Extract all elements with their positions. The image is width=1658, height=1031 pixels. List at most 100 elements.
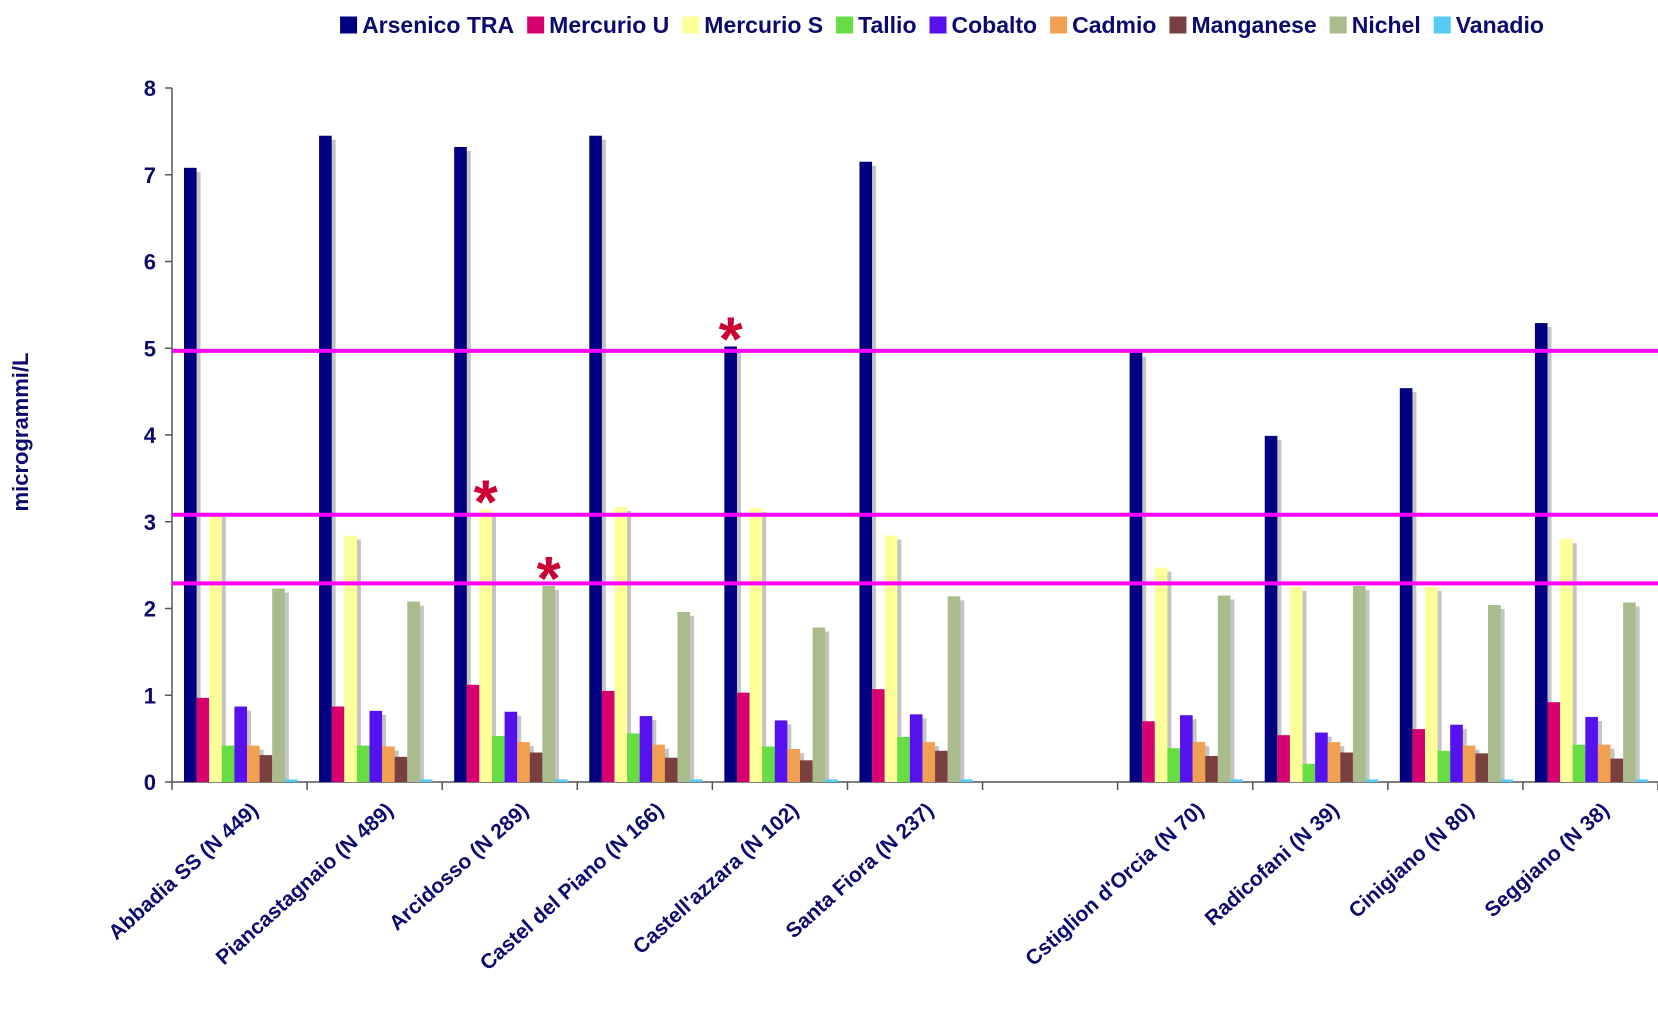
bar [272,588,285,782]
significance-asterisk: * [719,306,744,375]
bar [1623,602,1636,782]
bar [960,779,973,782]
bar [1547,702,1561,782]
x-tick-label: Seggiano (N 38) [1480,799,1613,922]
bar [1352,585,1366,782]
bar [639,716,653,782]
bar [859,161,873,783]
legend-item: Cobalto [929,12,1038,38]
legend-swatch [836,16,854,34]
bar [331,706,345,782]
bar [1264,435,1278,782]
x-tick-label: Santa Fiora (N 237) [782,799,939,943]
bar [1289,586,1303,782]
reference-lines [172,348,1658,586]
bar [504,711,518,782]
bar [517,742,530,782]
x-tick-label: Cstiglion d'Orcia (N 70) [1021,799,1208,971]
bar [529,752,543,782]
bar [1560,539,1573,782]
bar [1572,744,1586,782]
y-tick-label: 8 [144,76,156,101]
bar [922,742,936,782]
bar [407,601,420,782]
legend-label: Mercurio U [549,12,669,38]
bar [589,135,602,782]
bar [382,746,395,782]
bar [1635,779,1649,782]
legend-item: Nichel [1329,12,1421,38]
legend-swatch [1050,16,1068,34]
legend-swatch [929,16,947,34]
legend-label: Cobalto [952,12,1038,38]
bar [356,745,370,782]
bar [749,507,763,782]
y-tick-label: 7 [144,163,156,188]
bar [369,710,383,782]
bar [677,611,691,782]
legend-label: Mercurio S [704,12,823,38]
bar [1154,567,1168,782]
bar [872,689,885,782]
legend-item: Vanadio [1433,12,1544,38]
bar [1302,763,1316,782]
bar [454,146,467,783]
bar [1412,729,1426,782]
bar [234,706,247,782]
bar [947,596,961,782]
y-axis-label: microgrammi/L [8,353,33,512]
x-tick-label: Arcidosso (N 289) [385,799,533,936]
bar [419,779,433,782]
bar [627,733,640,782]
annotations: * * * [474,306,744,614]
legend-item: Manganese [1169,12,1317,38]
y-tick-label: 1 [144,683,156,708]
x-tick-label: Abbadia SS (N 449) [104,799,262,945]
bar [935,750,948,782]
legend-item: Mercurio S [682,12,823,38]
bar [284,779,298,782]
bar [344,535,357,782]
y-tick-label: 3 [144,510,156,535]
bar [1462,745,1476,782]
bar [1585,716,1598,782]
bar [466,684,480,782]
bar [319,135,332,782]
bar [1180,715,1193,782]
bar [736,692,750,782]
x-tick-label: Cinigiano (N 80) [1345,799,1479,923]
y-tick-label: 6 [144,250,156,275]
legend-item: Mercurio U [527,12,669,38]
legend-label: Nichel [1352,12,1421,38]
bar [1192,742,1206,782]
bar [724,346,737,782]
bar [1597,744,1611,782]
significance-asterisk: * [537,545,562,614]
bar [394,756,408,782]
legend-label: Tallio [858,12,916,38]
legend-swatch [1169,16,1187,34]
legend-label: Manganese [1191,12,1316,38]
bar [1142,721,1155,782]
bar [601,690,615,782]
bar [1167,748,1181,782]
bar [762,746,775,782]
bar [1340,752,1353,782]
bar [1217,595,1231,782]
bar [1488,605,1501,782]
bar [542,585,555,782]
bar [1610,758,1624,782]
legend-swatch [1329,16,1347,34]
bar [614,507,628,782]
bar [1437,750,1451,782]
bar [1327,742,1341,782]
y-tick-label: 2 [144,597,156,622]
significance-asterisk: * [474,469,499,538]
legend: Arsenico TRA Mercurio U Mercurio S Tallio Co… [340,12,1544,38]
bar [812,627,826,782]
y-tick-label: 0 [144,770,156,795]
bar [1450,724,1463,782]
bar [479,509,492,782]
bar [1500,779,1514,782]
